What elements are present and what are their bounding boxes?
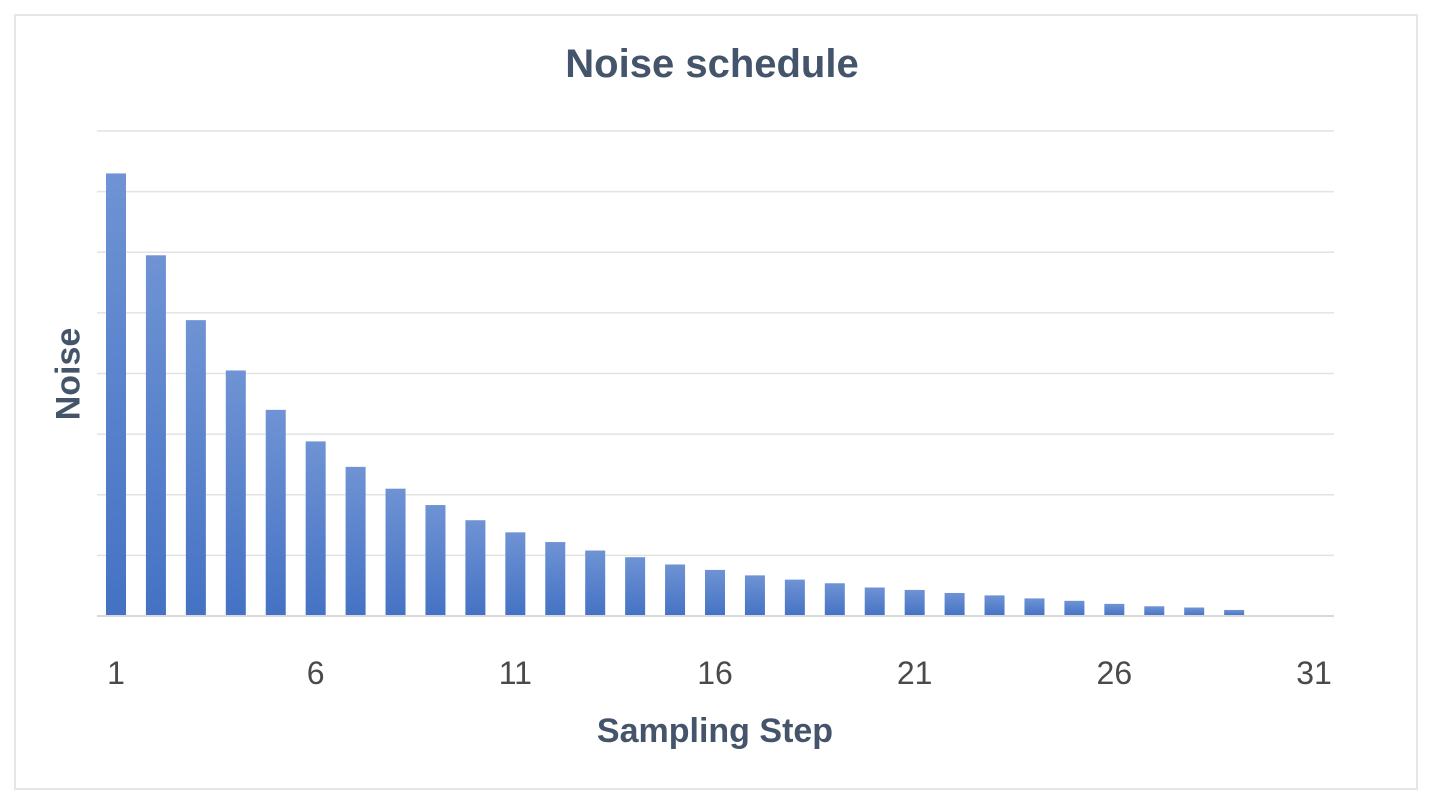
bar-step-16 <box>705 569 725 616</box>
bar-step-23 <box>984 595 1005 616</box>
x-tick-label: 31 <box>1296 655 1332 691</box>
bar-step-13 <box>585 550 606 616</box>
bar-step-15 <box>665 564 686 616</box>
bar-step-4 <box>225 370 246 616</box>
bar-step-1 <box>106 173 126 616</box>
chart-frame <box>14 14 1418 790</box>
bar-step-17 <box>744 575 765 616</box>
bar-step-14 <box>625 557 646 616</box>
bar-step-8 <box>385 488 406 616</box>
x-tick-label: 21 <box>897 655 933 691</box>
bar-step-28 <box>1184 607 1205 616</box>
bar-step-7 <box>345 466 366 616</box>
x-tick-label: 26 <box>1097 655 1133 691</box>
bar-step-20 <box>864 587 885 616</box>
bar-step-26 <box>1104 603 1125 616</box>
bar-step-12 <box>545 542 566 616</box>
bar-step-22 <box>944 592 965 616</box>
x-tick-label: 1 <box>107 655 125 691</box>
bar-step-3 <box>185 320 206 616</box>
x-tick-label: 16 <box>697 655 733 691</box>
chart-title: Noise schedule <box>565 42 859 86</box>
bar-step-9 <box>425 505 446 616</box>
bar-step-5 <box>265 409 286 616</box>
bar-step-18 <box>784 579 805 616</box>
bar-step-25 <box>1064 600 1085 616</box>
bar-step-29 <box>1224 609 1245 616</box>
bar-step-21 <box>904 589 925 616</box>
bar-step-6 <box>305 441 326 616</box>
x-axis-label: Sampling Step <box>596 712 834 750</box>
bar-step-27 <box>1144 606 1165 616</box>
x-tick-label: 11 <box>499 655 532 691</box>
bar-step-10 <box>465 520 486 616</box>
bar-step-24 <box>1024 598 1045 616</box>
x-ticks: 1 6 11 16 21 26 31 <box>107 655 1332 691</box>
x-tick-label: 6 <box>307 655 325 691</box>
bars <box>106 173 1245 616</box>
bar-step-2 <box>145 255 166 616</box>
bar-step-11 <box>505 532 526 616</box>
gridlines <box>97 130 1334 557</box>
bar-step-19 <box>824 583 845 616</box>
